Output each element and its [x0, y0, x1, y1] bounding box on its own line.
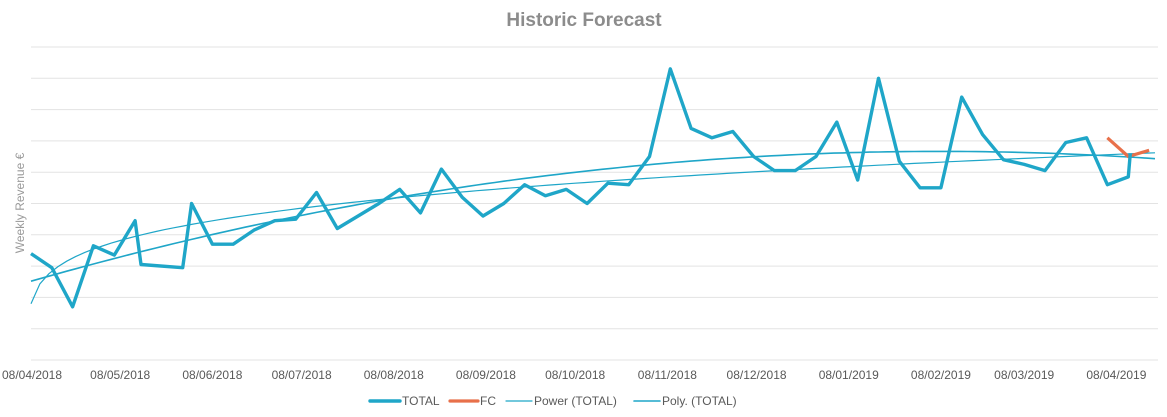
x-tick-label: 08/02/2019: [911, 368, 971, 382]
x-tick-label: 08/12/2018: [727, 368, 787, 382]
x-tick-label: 08/04/2018: [2, 368, 62, 382]
x-tick-label: 08/06/2018: [182, 368, 242, 382]
y-axis-label: Weekly Revenue €: [13, 152, 27, 253]
x-tick-label: 08/11/2018: [638, 368, 697, 382]
fc-line: [1106, 136, 1150, 159]
x-tick-label: 08/03/2019: [994, 368, 1054, 382]
x-tick-labels: 08/04/2018 08/05/2018 08/06/2018 08/07/2018…: [2, 368, 1147, 382]
x-tick-label: 08/05/2018: [90, 368, 150, 382]
x-tick-label: 08/09/2018: [456, 368, 516, 382]
x-tick-label: 08/07/2018: [272, 368, 332, 382]
legend: TOTAL FC Power (TOTAL) Poly. (TOTAL): [368, 394, 737, 408]
gridlines: [31, 46, 1158, 361]
power-trendline: [30, 152, 1156, 305]
trendlines: [30, 150, 1156, 305]
legend-label: FC: [480, 394, 496, 408]
legend-label: Power (TOTAL): [534, 394, 617, 408]
poly-trendline: [30, 150, 1156, 282]
x-tick-label: 08/10/2018: [545, 368, 605, 382]
series-lines: [30, 67, 1150, 309]
chart-title: Historic Forecast: [506, 10, 662, 31]
x-tick-label: 08/04/2019: [1086, 368, 1146, 382]
legend-label: TOTAL: [402, 394, 440, 408]
x-tick-label: 08/01/2019: [819, 368, 879, 382]
total-line: [30, 67, 1132, 309]
legend-label: Poly. (TOTAL): [662, 394, 737, 408]
x-tick-label: 08/08/2018: [364, 368, 424, 382]
